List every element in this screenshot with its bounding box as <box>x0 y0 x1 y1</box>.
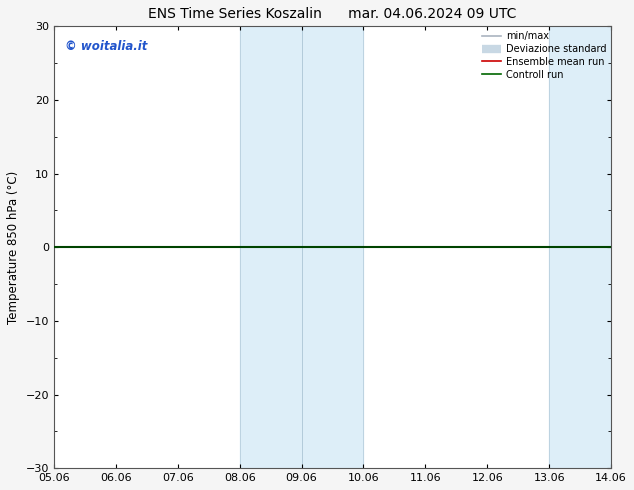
Y-axis label: Temperature 850 hPa (°C): Temperature 850 hPa (°C) <box>7 171 20 324</box>
Text: © woitalia.it: © woitalia.it <box>65 40 147 52</box>
Bar <box>549 26 611 468</box>
Legend: min/max, Deviazione standard, Ensemble mean run, Controll run: min/max, Deviazione standard, Ensemble m… <box>481 31 606 80</box>
Bar <box>302 26 363 468</box>
Title: ENS Time Series Koszalin      mar. 04.06.2024 09 UTC: ENS Time Series Koszalin mar. 04.06.2024… <box>148 7 517 21</box>
Bar <box>240 26 302 468</box>
